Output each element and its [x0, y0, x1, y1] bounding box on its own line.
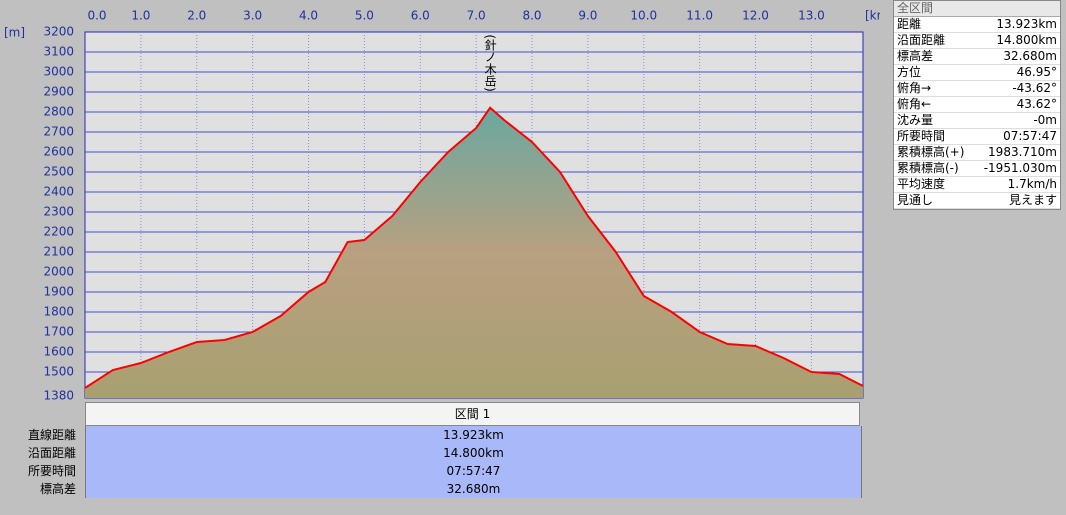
- info-row: 平均速度 1.7km/h: [894, 177, 1060, 193]
- y-tick-label: 1380: [43, 389, 74, 403]
- info-value: 1983.710m: [988, 145, 1057, 159]
- x-tick-label: 4.0: [299, 9, 318, 23]
- info-row: 累積標高(-) -1951.030m: [894, 161, 1060, 177]
- x-tick-label: 8.0: [522, 9, 541, 23]
- y-tick-label: 1700: [43, 325, 74, 339]
- info-label: 沈み量: [897, 113, 934, 127]
- y-tick-label: 1900: [43, 285, 74, 299]
- section-value: 13.923km: [85, 426, 862, 444]
- info-row: 俯角← 43.62°: [894, 97, 1060, 113]
- x-unit: [km]: [865, 9, 880, 23]
- x-tick-label: 13.0: [798, 9, 825, 23]
- info-row: 距離 13.923km: [894, 17, 1060, 33]
- section-label: 沿面距離: [27, 446, 76, 460]
- x-tick-label: 7.0: [467, 9, 486, 23]
- y-tick-label: 3000: [43, 65, 74, 79]
- section-label: 所要時間: [27, 464, 76, 478]
- y-tick-label: 1500: [43, 365, 74, 379]
- section-row: 標高差 32.680m: [0, 480, 862, 498]
- info-value: 13.923km: [996, 17, 1057, 31]
- x-tick-label: 1.0: [131, 9, 150, 23]
- y-tick-label: 3100: [43, 45, 74, 59]
- info-value: 1.7km/h: [1007, 177, 1057, 191]
- info-label: 方位: [897, 65, 922, 79]
- info-row: 俯角→ -43.62°: [894, 81, 1060, 97]
- y-tick-label: 2800: [43, 105, 74, 119]
- info-value: 32.680m: [1003, 49, 1057, 63]
- y-tick-label: 2700: [43, 125, 74, 139]
- info-label: 累積標高(-): [897, 161, 959, 175]
- x-tick-label: 6.0: [411, 9, 430, 23]
- section-row: 所要時間 07:57:47: [0, 462, 862, 480]
- info-value: 見えます: [1008, 193, 1057, 207]
- area: [85, 107, 863, 399]
- info-label: 標高差: [897, 49, 934, 63]
- info-row: 沿面距離 14.800km: [894, 33, 1060, 49]
- info-value: -0m: [1033, 113, 1057, 127]
- y-tick-label: 2500: [43, 165, 74, 179]
- y-unit: [m]: [4, 26, 25, 40]
- y-tick-label: 2000: [43, 265, 74, 279]
- info-value: 14.800km: [996, 33, 1057, 47]
- section-label: 標高差: [39, 482, 76, 496]
- x-tick-label: 0.0: [87, 9, 106, 23]
- info-label: 所要時間: [897, 129, 946, 143]
- info-row: 累積標高(+) 1983.710m: [894, 145, 1060, 161]
- x-tick-label: 3.0: [243, 9, 262, 23]
- x-tick-label: 2.0: [187, 9, 206, 23]
- section-header: 区間 1: [85, 402, 860, 426]
- y-tick-label: 2100: [43, 245, 74, 259]
- section-table: 区間 1 直線距離 13.923km 沿面距離 14.800km 所要時間 07:57:47…: [0, 402, 862, 498]
- x-tick-label: 9.0: [578, 9, 597, 23]
- y-tick-label: 3200: [43, 25, 74, 39]
- profile-line: [84, 106, 864, 389]
- x-tick-label: 11.0: [686, 9, 713, 23]
- info-panel: 全区間 距離 13.923km 沿面距離 14.800km 標高差 32.680m 方位 46.…: [893, 0, 1061, 210]
- section-label: 直線距離: [27, 428, 76, 442]
- y-tick-label: 2600: [43, 145, 74, 159]
- info-row: 見通し 見えます: [894, 193, 1060, 209]
- info-row: 沈み量 -0m: [894, 113, 1060, 129]
- y-tick-label: 2400: [43, 185, 74, 199]
- y-tick-label: 2200: [43, 225, 74, 239]
- info-value: 07:57:47: [1003, 129, 1057, 143]
- peak-label: (針ノ木岳): [483, 34, 497, 91]
- y-tick-label: 2900: [43, 85, 74, 99]
- info-row: 標高差 32.680m: [894, 49, 1060, 65]
- info-row: 所要時間 07:57:47: [894, 129, 1060, 145]
- section-value: 07:57:47: [85, 462, 862, 480]
- y-tick-label: 1800: [43, 305, 74, 319]
- info-label: 距離: [897, 17, 922, 31]
- section-row: 直線距離 13.923km: [0, 426, 862, 444]
- info-label: 見通し: [897, 193, 934, 207]
- y-tick-label: 2300: [43, 205, 74, 219]
- info-label: 沿面距離: [897, 33, 946, 47]
- chart: [m] [km] 1380 1500 1600 1700 1800 1900 2000 210…: [4, 9, 880, 403]
- y-tick-label: 1600: [43, 345, 74, 359]
- info-label: 俯角→: [897, 81, 932, 95]
- info-value: 43.62°: [1016, 97, 1057, 111]
- info-label: 俯角←: [897, 97, 932, 111]
- info-value: 46.95°: [1016, 65, 1057, 79]
- info-label: 累積標高(+): [897, 145, 965, 159]
- section-row: 沿面距離 14.800km: [0, 444, 862, 462]
- x-tick-label: 10.0: [630, 9, 657, 23]
- info-label: 平均速度: [897, 177, 946, 191]
- x-tick-label: 5.0: [355, 9, 374, 23]
- info-title: 全区間: [894, 1, 1060, 17]
- info-value: -43.62°: [1012, 81, 1057, 95]
- section-value: 14.800km: [85, 444, 862, 462]
- info-row: 方位 46.95°: [894, 65, 1060, 81]
- section-value: 32.680m: [85, 480, 862, 498]
- x-tick-label: 12.0: [742, 9, 769, 23]
- info-value: -1951.030m: [983, 161, 1057, 175]
